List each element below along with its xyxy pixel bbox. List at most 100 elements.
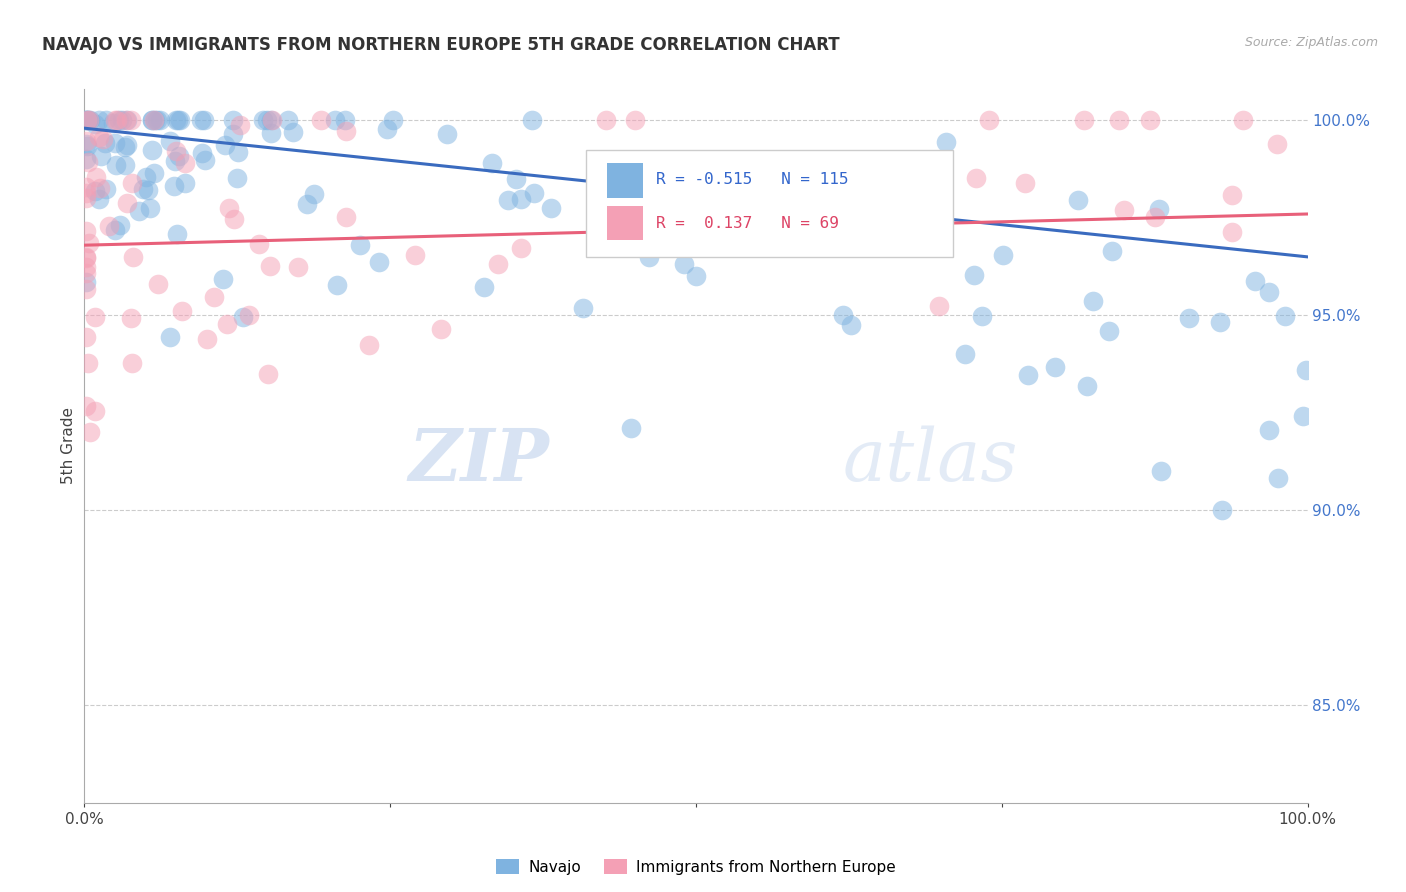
Point (887, 193, 910, 207)
Point (77, 113, 100, 128)
Point (229, 118, 252, 132)
Point (623, 113, 645, 128)
Point (190, 146, 212, 161)
Bar (606, 206, 644, 241)
Point (1067, 193, 1090, 207)
Point (79, 425, 101, 440)
Point (323, 113, 346, 128)
Point (1178, 311, 1201, 326)
Point (211, 272, 233, 286)
Point (104, 158, 127, 172)
Point (166, 227, 188, 241)
Point (1147, 202, 1170, 216)
Point (174, 156, 197, 170)
Point (114, 140, 136, 154)
Point (595, 113, 617, 128)
Point (75, 186, 97, 201)
Point (540, 202, 562, 216)
Point (283, 125, 305, 139)
Point (831, 309, 853, 323)
Point (87, 130, 110, 145)
Point (1274, 310, 1296, 324)
Point (111, 113, 134, 128)
Point (1114, 202, 1136, 217)
Point (650, 237, 672, 252)
Point (97, 219, 120, 233)
Point (510, 192, 533, 206)
Point (76, 139, 98, 153)
Point (523, 186, 546, 200)
Text: atlas: atlas (842, 425, 1018, 496)
Point (75, 180, 97, 194)
Point (132, 182, 155, 196)
Point (1220, 225, 1243, 239)
Point (75, 251, 97, 265)
Point (1073, 113, 1095, 128)
Point (839, 318, 862, 332)
Point (928, 299, 950, 313)
Point (143, 113, 166, 128)
Point (226, 170, 249, 185)
Point (77, 113, 100, 128)
Point (226, 145, 249, 160)
Point (167, 113, 190, 128)
Text: Source: ZipAtlas.com: Source: ZipAtlas.com (1244, 36, 1378, 49)
Point (1108, 113, 1130, 128)
Point (222, 127, 245, 141)
Point (333, 113, 356, 128)
Point (75, 399, 97, 413)
Point (357, 338, 380, 352)
Point (128, 203, 150, 218)
Point (1265, 137, 1288, 152)
Point (89, 181, 111, 195)
Bar (606, 163, 644, 198)
Point (287, 260, 309, 274)
Point (1043, 359, 1066, 374)
Point (115, 113, 138, 128)
Point (75, 267, 97, 281)
Point (496, 193, 519, 207)
Point (142, 166, 165, 180)
Point (108, 218, 131, 232)
Point (135, 170, 157, 185)
Point (83, 404, 105, 418)
Point (94, 113, 117, 128)
Point (79, 113, 101, 128)
Point (141, 113, 163, 128)
Point (79, 236, 101, 251)
Point (115, 113, 138, 128)
Point (260, 113, 283, 128)
Point (104, 223, 127, 237)
Point (159, 330, 181, 344)
Point (172, 304, 194, 318)
Point (685, 269, 707, 284)
Point (195, 332, 218, 346)
Point (115, 196, 138, 211)
Point (108, 113, 131, 128)
Legend: Navajo, Immigrants from Northern Europe: Navajo, Immigrants from Northern Europe (491, 853, 901, 880)
Point (120, 311, 142, 326)
Point (139, 201, 162, 215)
Point (103, 113, 125, 128)
Point (1076, 378, 1098, 392)
Point (149, 113, 172, 128)
Point (122, 250, 145, 264)
Text: R =  0.137   N = 69: R = 0.137 N = 69 (655, 216, 838, 231)
Point (193, 113, 215, 128)
Point (75, 137, 97, 152)
FancyBboxPatch shape (586, 150, 953, 257)
Point (486, 257, 509, 271)
Point (75, 113, 97, 128)
Point (165, 144, 187, 158)
Point (104, 136, 127, 150)
Text: R = -0.515   N = 115: R = -0.515 N = 115 (655, 171, 848, 186)
Point (326, 278, 349, 293)
Point (404, 247, 426, 261)
Point (174, 177, 197, 191)
Point (720, 239, 742, 253)
Point (101, 116, 124, 130)
Point (87, 113, 110, 128)
Point (75, 329, 97, 343)
Point (169, 113, 191, 128)
Point (765, 237, 787, 252)
